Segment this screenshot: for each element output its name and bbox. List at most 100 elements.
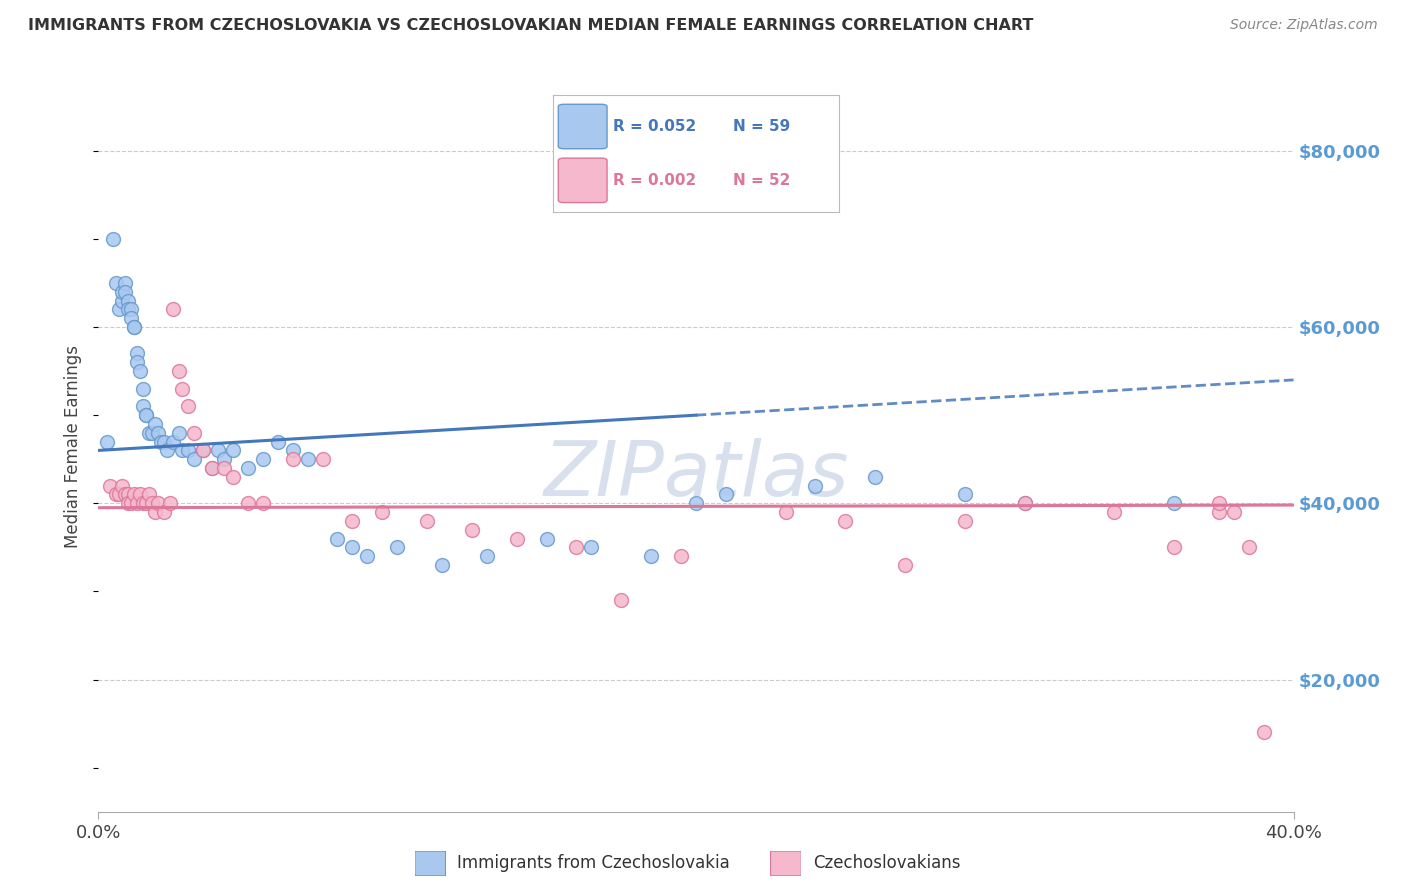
Point — [1163, 496, 1185, 510]
Point — [894, 558, 917, 572]
Point — [96, 434, 118, 449]
Point — [124, 320, 146, 334]
Point — [461, 523, 484, 537]
Point — [132, 400, 155, 414]
Point — [127, 346, 149, 360]
Point — [114, 285, 136, 299]
Point — [536, 532, 558, 546]
Point — [610, 593, 633, 607]
Point — [506, 532, 529, 546]
Point — [281, 443, 304, 458]
Point — [105, 487, 128, 501]
Point — [326, 532, 349, 546]
Point — [207, 443, 229, 458]
Point — [117, 496, 139, 510]
Point — [1223, 505, 1246, 519]
Point — [141, 496, 163, 510]
Point — [222, 470, 245, 484]
Point — [222, 443, 245, 458]
Point — [162, 302, 184, 317]
Point — [183, 425, 205, 440]
Point — [143, 505, 166, 519]
Point — [804, 478, 827, 492]
Point — [135, 408, 157, 422]
Point — [127, 355, 149, 369]
Point — [430, 558, 453, 572]
Point — [124, 487, 146, 501]
Point — [191, 443, 214, 458]
Point — [100, 478, 122, 492]
Point — [416, 514, 439, 528]
Point — [581, 541, 603, 555]
Point — [108, 302, 131, 317]
Point — [117, 302, 139, 317]
Point — [371, 505, 394, 519]
Point — [111, 478, 134, 492]
Point — [1104, 505, 1126, 519]
Point — [1014, 496, 1036, 510]
Point — [267, 434, 290, 449]
Point — [117, 487, 139, 501]
Point — [191, 443, 214, 458]
Point — [236, 461, 259, 475]
Point — [129, 487, 152, 501]
Point — [342, 541, 364, 555]
Point — [685, 496, 707, 510]
Point — [132, 496, 155, 510]
Point — [1253, 725, 1275, 739]
Point — [953, 514, 976, 528]
Point — [201, 461, 224, 475]
Point — [775, 505, 797, 519]
Point — [236, 496, 259, 510]
Point — [385, 541, 409, 555]
Point — [138, 487, 160, 501]
Point — [132, 382, 155, 396]
Point — [356, 549, 378, 563]
Point — [143, 417, 166, 431]
Point — [114, 276, 136, 290]
Point — [212, 461, 235, 475]
Point — [111, 293, 134, 308]
Point — [1208, 505, 1230, 519]
Text: Source: ZipAtlas.com: Source: ZipAtlas.com — [1230, 18, 1378, 32]
Point — [669, 549, 692, 563]
Point — [120, 311, 142, 326]
FancyBboxPatch shape — [415, 851, 446, 876]
Point — [167, 364, 190, 378]
Point — [159, 496, 181, 510]
Point — [114, 487, 136, 501]
Point — [135, 408, 157, 422]
Point — [117, 293, 139, 308]
Point — [135, 496, 157, 510]
Point — [865, 470, 887, 484]
Point — [156, 443, 179, 458]
Point — [475, 549, 498, 563]
Point — [153, 505, 176, 519]
Point — [252, 496, 274, 510]
Point — [640, 549, 662, 563]
Point — [127, 496, 149, 510]
Point — [148, 425, 170, 440]
Point — [177, 400, 200, 414]
Point — [108, 487, 131, 501]
Point — [714, 487, 737, 501]
Point — [103, 232, 125, 246]
Point — [141, 425, 163, 440]
Point — [953, 487, 976, 501]
Point — [138, 425, 160, 440]
Point — [201, 461, 224, 475]
Text: IMMIGRANTS FROM CZECHOSLOVAKIA VS CZECHOSLOVAKIAN MEDIAN FEMALE EARNINGS CORRELA: IMMIGRANTS FROM CZECHOSLOVAKIA VS CZECHO… — [28, 18, 1033, 33]
Point — [297, 452, 319, 467]
Text: Czechoslovakians: Czechoslovakians — [813, 855, 960, 872]
Point — [252, 452, 274, 467]
Text: Immigrants from Czechoslovakia: Immigrants from Czechoslovakia — [457, 855, 730, 872]
Point — [281, 452, 304, 467]
Point — [148, 496, 170, 510]
Point — [311, 452, 333, 467]
Point — [1163, 541, 1185, 555]
Point — [120, 302, 142, 317]
Point — [342, 514, 364, 528]
Point — [124, 320, 146, 334]
Point — [1237, 541, 1260, 555]
Y-axis label: Median Female Earnings: Median Female Earnings — [65, 344, 83, 548]
